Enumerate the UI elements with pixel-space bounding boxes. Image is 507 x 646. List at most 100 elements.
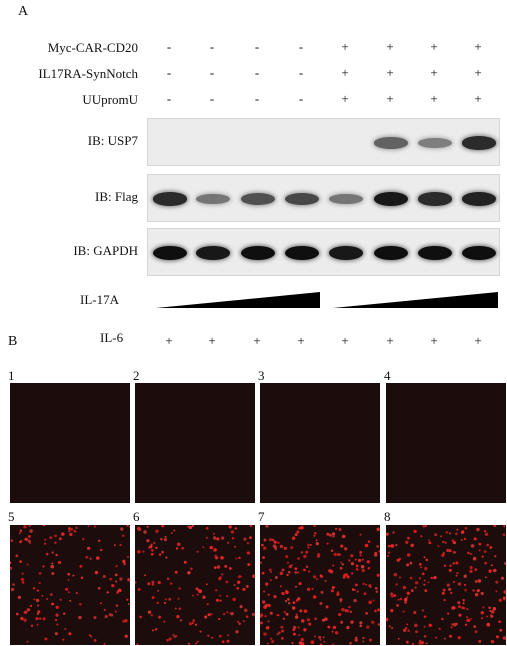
blot-band bbox=[374, 137, 408, 149]
fluorescent-cell bbox=[234, 527, 237, 530]
fluorescent-cell bbox=[427, 581, 430, 584]
fluorescent-cell bbox=[178, 587, 181, 590]
fluorescent-cell bbox=[68, 632, 72, 636]
fluorescent-cell bbox=[405, 540, 409, 545]
fluorescent-cell bbox=[63, 612, 66, 615]
fluorescent-cell bbox=[172, 633, 175, 636]
fluorescent-cell bbox=[294, 533, 298, 537]
fluorescent-cell bbox=[361, 568, 365, 573]
fluorescent-cell bbox=[374, 587, 378, 590]
fluorescent-cell bbox=[219, 599, 222, 602]
fluorescent-cell bbox=[23, 618, 27, 622]
fluorescent-cell bbox=[90, 635, 93, 638]
fluorescent-cell bbox=[297, 571, 299, 574]
fluorescent-cell bbox=[79, 564, 83, 568]
fluorescent-cell bbox=[173, 529, 176, 532]
condition-sign: - bbox=[254, 39, 260, 54]
fluorescent-cell bbox=[169, 582, 173, 585]
fluorescent-cell bbox=[316, 554, 321, 558]
blot-band bbox=[196, 193, 230, 205]
fluorescent-cell bbox=[88, 634, 91, 637]
fluorescent-cell bbox=[24, 537, 28, 541]
fluorescent-cell bbox=[327, 625, 331, 629]
condition-label: Myc-CAR-CD20 bbox=[47, 40, 138, 55]
condition-sign: - bbox=[298, 91, 304, 106]
fluorescent-cell bbox=[354, 638, 358, 642]
il6-sign: + bbox=[253, 333, 261, 348]
fluorescent-cell bbox=[260, 621, 263, 625]
fluorescent-cell bbox=[387, 544, 391, 548]
fluorescent-cell bbox=[69, 599, 72, 602]
fluorescent-cell bbox=[100, 602, 103, 605]
fluorescent-cell bbox=[175, 547, 179, 550]
fluorescent-cell bbox=[329, 569, 334, 574]
fluorescent-cell bbox=[292, 632, 296, 636]
fluorescent-cell bbox=[54, 534, 57, 538]
fluorescent-cell bbox=[260, 613, 264, 617]
fluorescent-cell bbox=[478, 640, 482, 643]
condition-sign: + bbox=[386, 65, 394, 80]
fluorescent-cell bbox=[144, 574, 147, 577]
fluorescent-cell bbox=[343, 573, 347, 577]
fluorescent-cell bbox=[330, 549, 334, 552]
fluorescent-cell bbox=[399, 576, 401, 579]
fluorescent-cell bbox=[420, 535, 423, 538]
fluorescent-cell bbox=[419, 566, 423, 569]
fluorescent-cell bbox=[314, 617, 317, 621]
fluorescent-cell bbox=[175, 635, 178, 638]
fluorescent-cell bbox=[10, 566, 13, 570]
fluorescent-cell bbox=[442, 588, 446, 592]
fluorescent-cell bbox=[19, 560, 22, 563]
fluorescent-cell bbox=[243, 537, 247, 541]
fluorescent-cell bbox=[423, 615, 427, 618]
fluorescent-cell bbox=[457, 582, 462, 586]
fluorescent-cell bbox=[334, 631, 339, 635]
fluorescent-cell bbox=[191, 621, 194, 625]
condition-sign: - bbox=[298, 65, 304, 80]
panel-b-label: B bbox=[8, 334, 18, 349]
fluorescent-cell bbox=[297, 557, 300, 560]
fluorescent-cell bbox=[474, 568, 478, 572]
fluorescent-cell bbox=[339, 600, 342, 603]
fluorescent-cell bbox=[390, 608, 394, 612]
fluorescent-cell bbox=[409, 561, 413, 565]
fluorescent-cell bbox=[399, 597, 403, 601]
fluorescent-cell bbox=[463, 583, 467, 586]
fluorescent-cell bbox=[218, 634, 222, 638]
fluorescent-cell bbox=[318, 635, 322, 639]
fluorescent-cell bbox=[268, 568, 272, 572]
fluorescent-cell bbox=[452, 606, 456, 610]
fluorescent-cell bbox=[474, 630, 478, 634]
fluorescent-cell bbox=[58, 537, 62, 541]
fluorescent-cell bbox=[238, 622, 241, 626]
fluorescent-cell bbox=[472, 589, 475, 592]
fluorescent-cell bbox=[187, 525, 190, 528]
fluorescent-cell bbox=[127, 555, 129, 558]
fluorescent-cell bbox=[273, 540, 277, 544]
fluorescent-cell bbox=[51, 551, 54, 554]
micrograph-number: 6 bbox=[133, 509, 140, 524]
fluorescent-cell bbox=[188, 622, 192, 626]
fluorescent-cell bbox=[470, 617, 472, 620]
fluorescent-cell bbox=[147, 582, 151, 586]
condition-sign: + bbox=[430, 39, 438, 54]
fluorescent-cell bbox=[37, 604, 40, 607]
fluorescent-cell bbox=[363, 592, 367, 596]
fluorescent-cell bbox=[410, 543, 414, 548]
fluorescent-cell bbox=[452, 581, 455, 583]
blot-band bbox=[241, 246, 275, 260]
fluorescent-cell bbox=[360, 564, 365, 569]
fluorescent-cell bbox=[413, 529, 417, 534]
fluorescent-cell bbox=[158, 615, 162, 619]
fluorescent-cell bbox=[150, 552, 154, 556]
fluorescent-cell bbox=[160, 538, 163, 541]
fluorescent-cell bbox=[150, 543, 153, 546]
fluorescent-cell bbox=[114, 544, 116, 546]
condition-sign: - bbox=[166, 91, 172, 106]
fluorescent-cell bbox=[414, 586, 417, 589]
fluorescent-cell bbox=[39, 617, 42, 620]
condition-sign: - bbox=[254, 65, 260, 80]
fluorescent-cell bbox=[411, 642, 415, 645]
fluorescent-cell bbox=[428, 539, 431, 542]
blot-band bbox=[153, 192, 187, 206]
